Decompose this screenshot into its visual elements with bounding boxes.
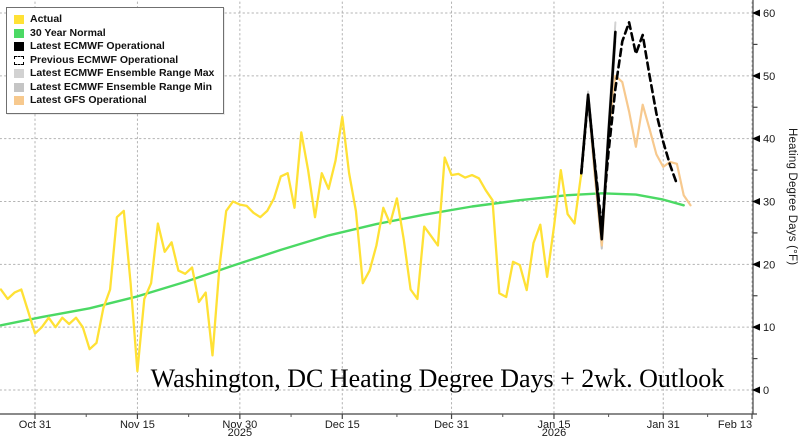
- x-tick-label: Nov 30: [222, 419, 257, 431]
- x-year-label: 2025: [228, 427, 252, 438]
- y-major-tick-arrow: [752, 260, 760, 268]
- legend-item: 30 Year Normal: [14, 27, 214, 41]
- legend-item-label: 30 Year Normal: [30, 26, 106, 39]
- y-tick-label: 0: [763, 385, 769, 397]
- x-tick-label: Nov 15: [120, 419, 155, 431]
- legend-item: Previous ECMWF Operational: [14, 54, 214, 68]
- y-major-tick-arrow: [752, 135, 760, 143]
- legend-swatch: [14, 69, 24, 79]
- legend-swatch: [14, 55, 24, 65]
- legend-item-label: Latest ECMWF Ensemble Range Max: [30, 67, 215, 80]
- legend-item: Latest ECMWF Ensemble Range Max: [14, 67, 214, 81]
- legend-item: Latest ECMWF Ensemble Range Min: [14, 81, 214, 95]
- y-tick-label: 20: [763, 259, 775, 271]
- series-ecmwf_prev: [580, 21, 679, 230]
- legend-item: Latest ECMWF Operational: [14, 40, 214, 54]
- legend-item: Latest GFS Operational: [14, 94, 214, 108]
- y-major-tick-arrow: [752, 72, 760, 80]
- legend-swatch: [14, 96, 24, 106]
- legend-item: Actual: [14, 13, 214, 27]
- legend-item-label: Actual: [30, 13, 63, 26]
- y-major-tick-arrow: [752, 198, 760, 206]
- x-tick-label: Dec 31: [434, 419, 469, 431]
- legend-item-label: Latest ECMWF Ensemble Range Min: [30, 80, 213, 93]
- legend-item-label: Latest ECMWF Operational: [30, 40, 165, 53]
- x-tick-label: Dec 15: [325, 419, 360, 431]
- y-major-tick-arrow: [752, 323, 760, 331]
- legend-swatch: [14, 42, 24, 52]
- y-tick-label: 30: [763, 197, 775, 209]
- x-tick-label: Jan 15: [537, 419, 570, 431]
- x-tick-label: Oct 31: [19, 419, 51, 431]
- series-normal: [0, 192, 685, 327]
- series-gfs: [580, 74, 692, 247]
- x-year-label: 2026: [542, 427, 566, 438]
- x-tick-label: Feb 13: [718, 419, 752, 431]
- x-tick-label: Jan 31: [647, 419, 680, 431]
- y-major-tick-arrow: [752, 9, 760, 17]
- y-major-tick-arrow: [752, 386, 760, 394]
- y-tick-label: 50: [763, 71, 775, 83]
- legend-item-label: Previous ECMWF Operational: [30, 53, 179, 66]
- legend-swatch: [14, 15, 24, 25]
- chart-title: Washington, DC Heating Degree Days + 2wk…: [150, 364, 725, 393]
- y-tick-label: 40: [763, 134, 775, 146]
- legend-item-label: Latest GFS Operational: [30, 94, 147, 107]
- legend: Actual 30 Year Normal Latest ECMWF Operati…: [6, 7, 225, 114]
- y-tick-label: 60: [763, 8, 775, 20]
- y-tick-label: 10: [763, 322, 775, 334]
- legend-swatch: [14, 82, 24, 92]
- legend-swatch: [14, 28, 24, 38]
- y-axis-title: Heating Degree Days (°F): [786, 128, 798, 266]
- series-actual: [0, 115, 583, 373]
